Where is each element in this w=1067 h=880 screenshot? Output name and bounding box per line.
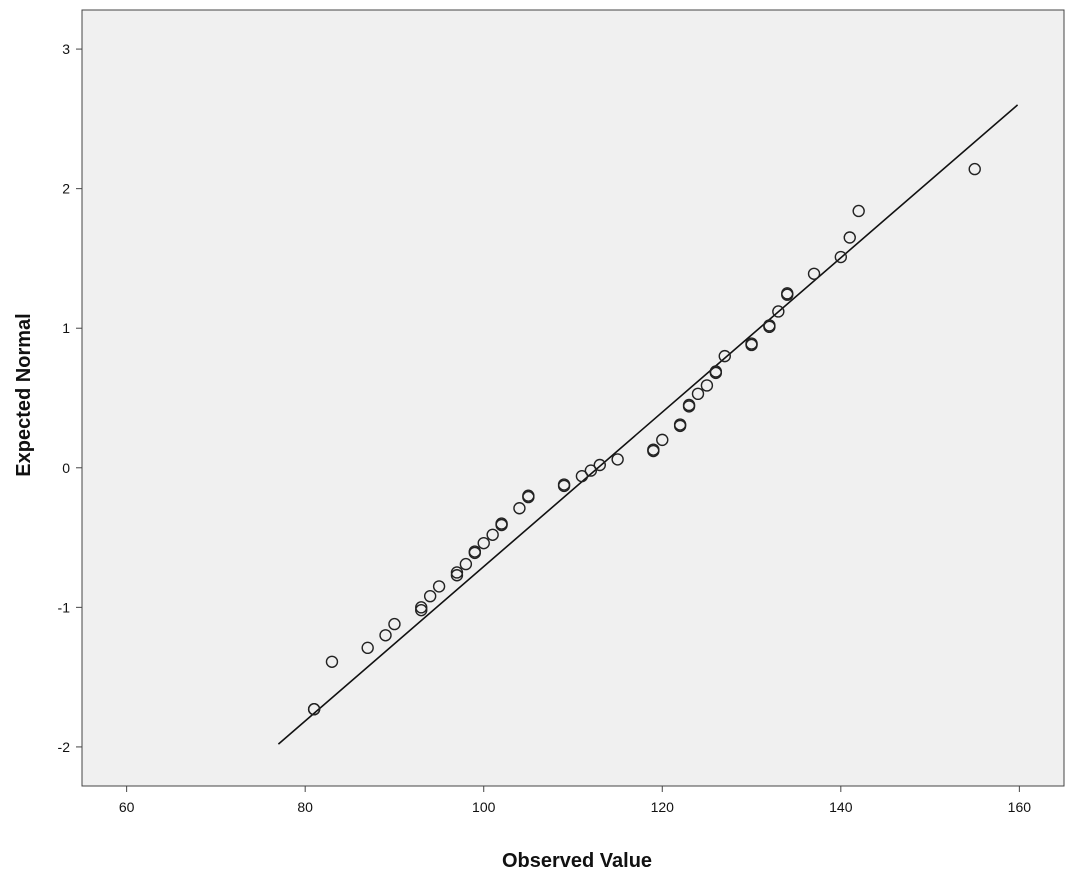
- y-tick-label: 2: [62, 181, 70, 197]
- plot-area: [81, 9, 1065, 787]
- data-point: [772, 305, 785, 318]
- data-point: [745, 337, 758, 350]
- y-tick-label: 3: [62, 41, 70, 57]
- data-point: [513, 502, 526, 515]
- data-point: [709, 365, 723, 378]
- data-point: [843, 231, 856, 244]
- data-points: [307, 162, 981, 716]
- y-tick-label: -2: [58, 739, 71, 755]
- x-tick-label: 80: [297, 799, 313, 815]
- reference-line: [277, 104, 1019, 745]
- data-point: [673, 418, 687, 431]
- x-tick-label: 160: [1008, 799, 1032, 815]
- data-point: [852, 204, 865, 218]
- y-tick-label: 1: [62, 320, 70, 336]
- data-point: [522, 489, 535, 502]
- data-point: [423, 589, 437, 603]
- data-point: [486, 528, 499, 541]
- y-tick-label: 0: [62, 460, 70, 476]
- data-point: [459, 557, 473, 571]
- data-point: [379, 629, 392, 642]
- data-point: [647, 443, 660, 456]
- y-tick-label: -1: [58, 599, 71, 615]
- data-point: [656, 433, 669, 447]
- data-point: [611, 453, 624, 466]
- data-point: [682, 398, 696, 412]
- y-axis: -2 -1 0 1 2 3: [58, 41, 82, 755]
- x-axis: 60 80 100 120 140 160: [119, 786, 1031, 815]
- data-point: [691, 387, 705, 401]
- data-point: [834, 250, 848, 264]
- data-point: [763, 319, 776, 332]
- x-tick-label: 140: [829, 799, 853, 815]
- y-axis-title: Expected Normal: [13, 313, 35, 476]
- data-point: [575, 469, 589, 483]
- data-point: [718, 349, 731, 363]
- data-point: [477, 536, 490, 550]
- data-point: [468, 545, 481, 558]
- x-tick-label: 60: [119, 799, 135, 815]
- data-point: [781, 287, 794, 300]
- data-point: [361, 641, 374, 655]
- data-point: [325, 655, 339, 668]
- data-point: [700, 379, 714, 392]
- data-point: [495, 517, 508, 530]
- data-point: [593, 458, 606, 472]
- data-point: [307, 703, 321, 716]
- data-point: [415, 601, 428, 614]
- data-point: [968, 162, 981, 176]
- x-tick-label: 120: [651, 799, 675, 815]
- data-point: [807, 267, 821, 280]
- x-axis-title: Observed Value: [502, 850, 652, 872]
- data-point: [584, 464, 598, 477]
- data-point: [432, 580, 446, 593]
- x-tick-label: 100: [472, 799, 496, 815]
- data-point: [450, 566, 464, 579]
- data-point: [557, 478, 571, 491]
- data-point: [388, 617, 401, 631]
